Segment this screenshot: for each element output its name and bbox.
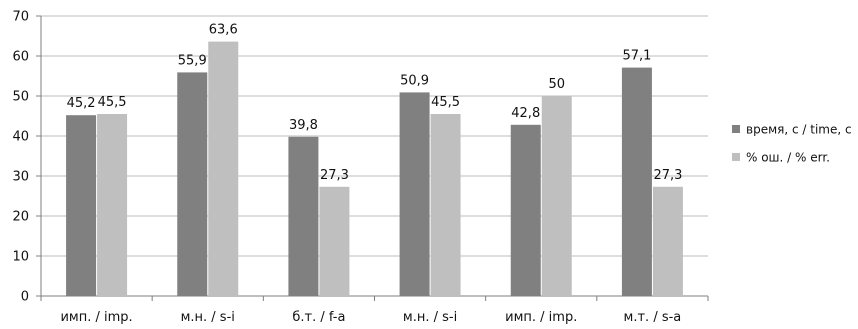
legend-swatch [732, 153, 740, 161]
x-tick-label: м.н. / s-i [181, 310, 235, 325]
x-tick-label: м.т. / s-a [624, 310, 682, 325]
data-label: 45,5 [431, 95, 460, 110]
bar-series-0 [399, 92, 430, 297]
bar-series-1 [208, 41, 239, 296]
bar-series-1 [430, 114, 461, 296]
bar-series-0 [288, 136, 319, 296]
data-label: 27,3 [653, 168, 682, 183]
y-tick-label: 30 [12, 170, 29, 185]
bar-series-1 [541, 96, 572, 296]
x-tick-label: имп. / imp. [60, 310, 132, 325]
legend-label: % ош. / % err. [746, 151, 830, 165]
data-label: 55,9 [178, 53, 207, 68]
bar-series-1 [319, 186, 350, 296]
data-label: 50,9 [400, 73, 429, 88]
legend-label: время, c / time, c [746, 123, 852, 137]
data-label: 50 [548, 77, 565, 92]
bar-series-1 [652, 186, 683, 296]
y-tick-label: 40 [12, 130, 29, 145]
data-label: 45,2 [67, 96, 96, 111]
x-tick-label: м.н. / s-i [403, 310, 457, 325]
x-tick-label: б.т. / f-a [292, 310, 345, 325]
bar-series-0 [510, 124, 541, 296]
data-label: 27,3 [320, 168, 349, 183]
x-tick-label: имп. / imp. [505, 310, 577, 325]
bar-series-0 [621, 67, 652, 296]
y-tick-label: 60 [12, 50, 29, 65]
bar-series-0 [66, 115, 97, 296]
data-label: 42,8 [511, 106, 540, 121]
bar-series-1 [97, 114, 128, 296]
data-label: 63,6 [209, 23, 238, 38]
y-tick-label: 50 [12, 90, 29, 105]
y-tick-label: 70 [12, 10, 29, 25]
bar-series-0 [177, 72, 208, 297]
legend-swatch [732, 125, 740, 133]
y-tick-label: 20 [12, 210, 29, 225]
data-label: 39,8 [289, 118, 318, 133]
data-label: 57,1 [622, 49, 651, 64]
y-tick-label: 10 [12, 250, 29, 265]
y-tick-label: 0 [21, 290, 29, 305]
data-label: 45,5 [98, 95, 127, 110]
